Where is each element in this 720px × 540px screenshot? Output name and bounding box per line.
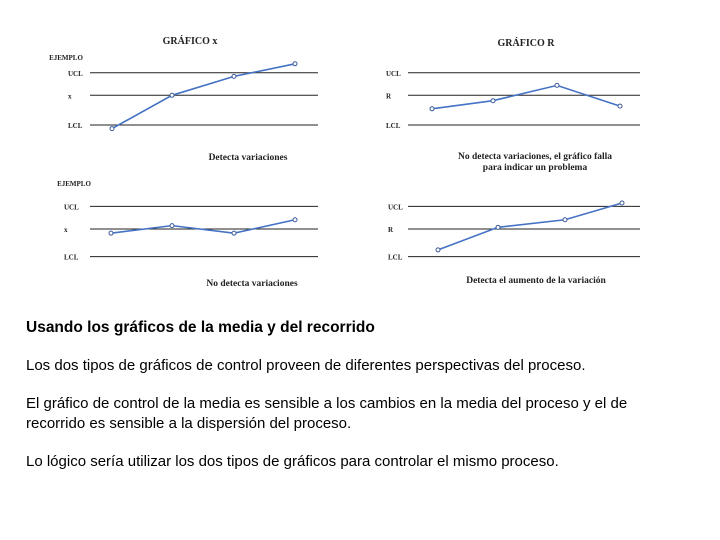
chart-caption: No detecta variaciones, el gráfico falla (458, 152, 612, 162)
limit-label: UCL (388, 203, 403, 211)
paragraph-1: Los dos tipos de gráficos de control pro… (26, 357, 586, 374)
example-label: EJEMPLO (57, 180, 91, 188)
control-charts-figure: GRÁFICO x EJEMPLO UCL x LCL Detecta variacion… (49, 35, 640, 289)
series-line (111, 63, 296, 130)
data-point (562, 217, 568, 223)
limit-label: R (388, 226, 394, 234)
data-point (617, 103, 623, 109)
chart-caption: para indicar un problema (483, 163, 588, 173)
data-point (490, 98, 496, 104)
data-point (292, 217, 298, 223)
series-line (437, 202, 623, 251)
data-point (231, 230, 237, 236)
limit-label: LCL (386, 122, 401, 130)
data-point (169, 92, 175, 98)
limit-label: UCL (386, 70, 401, 78)
data-point (429, 106, 435, 112)
chart-title: GRÁFICO R (498, 37, 556, 49)
chart-title: GRÁFICO x (163, 35, 218, 47)
data-point (231, 73, 237, 79)
paragraph-2: El gráfico de control de la media es sen… (26, 395, 628, 432)
data-point (108, 230, 114, 236)
chart-caption: No detecta variaciones (206, 279, 298, 289)
limit-label: UCL (68, 70, 83, 78)
data-point (292, 61, 298, 67)
data-point (169, 223, 175, 229)
data-point (619, 200, 625, 206)
limit-label: LCL (68, 122, 83, 130)
paragraph-3: Lo lógico sería utilizar los dos tipos d… (26, 453, 559, 470)
data-point (495, 224, 501, 230)
data-point (435, 247, 441, 253)
limit-label: UCL (64, 203, 79, 211)
series-line (431, 84, 621, 110)
limit-label: x (68, 92, 72, 100)
chart-caption: Detecta el aumento de la variación (466, 276, 606, 286)
limit-label: LCL (388, 254, 403, 262)
section-heading: Usando los gráficos de la media y del re… (26, 319, 375, 336)
limit-label: x (64, 226, 68, 234)
limit-label: LCL (64, 254, 79, 262)
data-point (554, 82, 560, 88)
example-label: EJEMPLO (49, 54, 83, 62)
data-point (109, 126, 115, 132)
limit-label: R (386, 92, 392, 100)
body-text: Usando los gráficos de la media y del re… (26, 318, 686, 490)
chart-caption: Detecta variaciones (209, 153, 288, 163)
series-line (110, 218, 296, 234)
